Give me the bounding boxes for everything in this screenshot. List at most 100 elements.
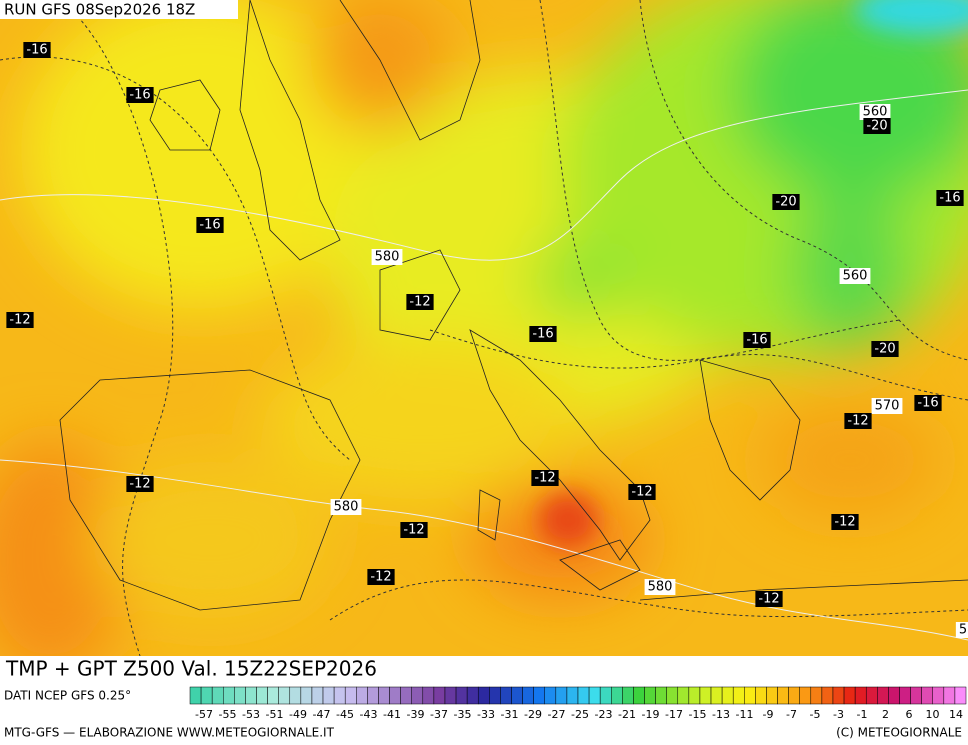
- colorbar-swatch: [910, 686, 922, 705]
- colorbar-swatch: [888, 686, 900, 705]
- contour-label: -12: [9, 313, 30, 328]
- label-box: [6, 312, 34, 328]
- colorbar-swatch: [311, 686, 324, 705]
- colorbar-label: -55: [219, 708, 237, 721]
- copyright: (C) METEOGIORNALE: [836, 726, 962, 740]
- label-box: [644, 579, 676, 595]
- colorbar-swatch: [411, 686, 424, 705]
- colorbar-swatch: [300, 686, 313, 705]
- run-label: RUN GFS 08Sep2026 18Z: [4, 1, 195, 19]
- colorbar-label: -3: [833, 708, 844, 721]
- contour-label: -16: [129, 88, 150, 103]
- colorbar-swatch: [500, 686, 512, 705]
- colorbar-label: -35: [454, 708, 472, 721]
- label-box: [839, 268, 871, 284]
- colorbar-label: -1: [857, 708, 868, 721]
- colorbar-swatch: [611, 686, 623, 705]
- colorbar-label: -5: [810, 708, 821, 721]
- colorbar-swatch: [433, 686, 446, 705]
- colorbar-swatch: [655, 686, 667, 705]
- colorbar-label: -39: [407, 708, 425, 721]
- colorbar-swatch: [444, 686, 457, 705]
- contour-label: -20: [775, 195, 796, 210]
- label-box: [531, 470, 559, 486]
- colorbar-swatch: [223, 686, 235, 705]
- contour-label: -16: [199, 218, 220, 233]
- colorbar-label: -33: [477, 708, 495, 721]
- colorbar-swatch: [455, 686, 468, 705]
- contour-label: 560: [863, 105, 888, 120]
- label-box: [871, 341, 899, 357]
- contour-label: -12: [409, 295, 430, 310]
- contour-label: 560: [843, 269, 868, 284]
- colorbar-swatch: [200, 686, 213, 705]
- colorbar-swatch: [389, 686, 401, 705]
- contour-label: -16: [917, 396, 938, 411]
- map: [0, 0, 968, 656]
- label-box: [936, 190, 964, 206]
- colorbar-swatch: [522, 686, 534, 705]
- colorbar-swatch: [356, 686, 368, 705]
- colorbar-label: -53: [242, 708, 260, 721]
- colorbar-label: -9: [763, 708, 774, 721]
- contour-label: -16: [939, 191, 960, 206]
- contour-label: -12: [834, 515, 855, 530]
- colorbar-swatch: [477, 686, 490, 705]
- colorbar-swatch: [555, 686, 568, 705]
- label-box: [367, 569, 395, 585]
- colorbar-label: -57: [195, 708, 213, 721]
- colorbar-swatch: [211, 686, 224, 705]
- colorbar-label: -47: [313, 708, 331, 721]
- contour-label: -12: [534, 471, 555, 486]
- colorbar-swatch: [699, 686, 712, 705]
- label-box: [529, 326, 557, 342]
- colorbar-label: -19: [642, 708, 660, 721]
- contour-label: -16: [532, 327, 553, 342]
- colorbar-label: -13: [712, 708, 730, 721]
- colorbar-label: -49: [289, 708, 307, 721]
- footer-title: TMP + GPT Z500 Val. 15Z22SEP2026: [5, 657, 377, 681]
- colorbar-swatch: [588, 686, 601, 705]
- colorbar-swatch: [766, 686, 778, 705]
- colorbar-label: -15: [689, 708, 707, 721]
- colorbar-swatch: [489, 686, 501, 705]
- colorbar-swatch: [932, 686, 945, 705]
- colorbar-swatch: [666, 686, 679, 705]
- colorbar-label: -29: [524, 708, 542, 721]
- label-box: [126, 476, 154, 492]
- colorbar-label: -51: [266, 708, 284, 721]
- colorbar-swatch: [688, 686, 701, 705]
- colorbar-label: -11: [736, 708, 754, 721]
- colorbar-label: 6: [906, 708, 913, 721]
- label-box: [844, 413, 872, 429]
- colorbar-swatch: [511, 686, 523, 705]
- colorbar-swatch: [865, 686, 878, 705]
- colorbar-label: 14: [949, 708, 963, 721]
- contour-label: -16: [746, 333, 767, 348]
- colorbar-swatch: [721, 686, 734, 705]
- colorbar-swatch: [566, 686, 579, 705]
- label-box: [330, 499, 362, 515]
- contour-label: -12: [129, 477, 150, 492]
- label-box: [743, 332, 771, 348]
- label-box: [23, 42, 51, 58]
- colorbar-label: -21: [618, 708, 636, 721]
- colorbar-swatch: [854, 686, 867, 705]
- colorbar-swatch: [633, 686, 645, 705]
- colorbar-label: -7: [786, 708, 797, 721]
- colorbar-swatch: [289, 686, 302, 705]
- colorbar-swatch: [267, 686, 279, 705]
- colorbar-swatch: [777, 686, 789, 705]
- contour-label: 580: [334, 500, 359, 515]
- colorbar-swatch: [400, 686, 412, 705]
- contour-label: -12: [370, 570, 391, 585]
- contour-label: 570: [875, 399, 900, 414]
- label-box: [400, 522, 428, 538]
- colorbar-swatch: [921, 686, 933, 705]
- colorbar-swatch: [189, 686, 202, 705]
- credit: MTG-GFS — ELABORAZIONE WWW.METEOGIORNALE…: [4, 726, 335, 740]
- colorbar-swatch: [256, 686, 268, 705]
- colorbar-swatch: [344, 686, 357, 705]
- colorbar-swatch: [234, 686, 246, 705]
- colorbar-label: -31: [501, 708, 519, 721]
